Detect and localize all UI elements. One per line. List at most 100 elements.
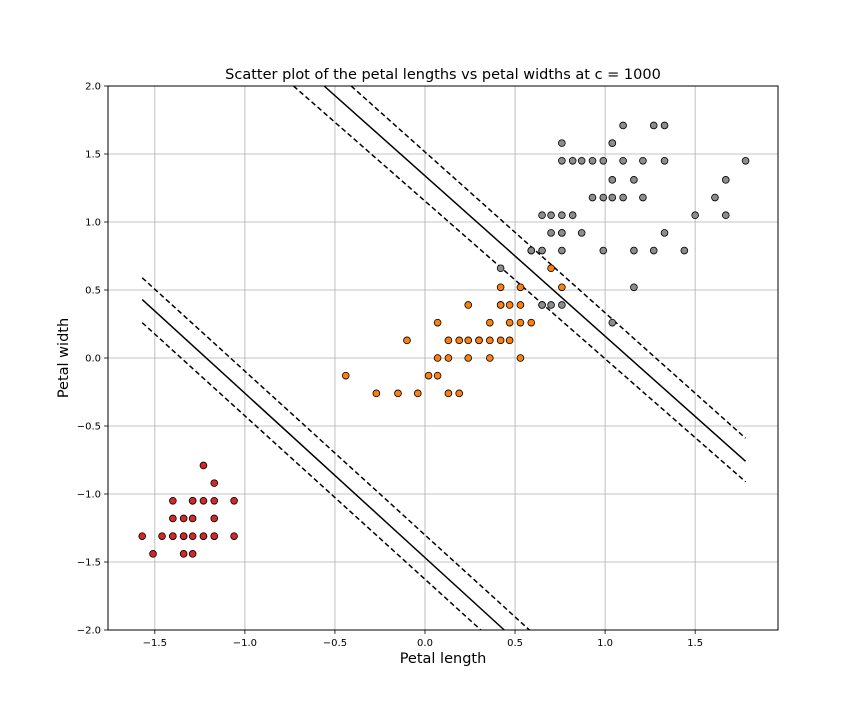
data-point	[188, 496, 197, 505]
data-point	[608, 318, 617, 327]
data-point	[608, 139, 617, 147]
data-point	[413, 389, 422, 398]
data-point	[505, 336, 514, 345]
data-point	[210, 496, 219, 505]
data-point	[568, 211, 577, 220]
y-tick-label: 0.0	[85, 354, 101, 365]
data-point	[496, 264, 505, 273]
data-point	[577, 157, 586, 165]
data-point	[464, 354, 473, 362]
data-point	[619, 157, 627, 165]
data-point	[199, 461, 208, 470]
data-point	[179, 532, 188, 540]
data-point	[169, 496, 177, 505]
data-point	[188, 550, 197, 558]
y-tick-label: −2.0	[77, 626, 101, 637]
data-point	[588, 193, 597, 202]
data-point	[558, 283, 566, 292]
data-point	[558, 211, 566, 220]
data-point	[424, 371, 433, 380]
data-point	[527, 318, 536, 327]
data-point	[630, 246, 638, 255]
axis-ticks: −1.5 −1.0 −0.5 0.0 0.5 1.0 1.5 2.0 1.5 1.0 0.5 0.0 −…	[77, 82, 703, 650]
data-point	[210, 532, 219, 540]
data-point	[599, 193, 608, 202]
data-point	[486, 318, 494, 327]
data-point	[547, 211, 555, 220]
data-point	[558, 246, 566, 255]
y-tick-label: 0.5	[85, 286, 101, 297]
data-point	[711, 193, 719, 202]
data-point	[138, 532, 147, 540]
data-point	[505, 318, 514, 327]
data-point	[394, 389, 402, 398]
margin-line	[141, 277, 530, 631]
data-point	[199, 496, 208, 505]
data-point	[516, 283, 525, 292]
decision-boundary-line	[141, 298, 505, 631]
data-point	[179, 550, 188, 558]
x-tick-label: −1.0	[233, 638, 257, 649]
data-point	[433, 318, 442, 327]
gridlines	[108, 85, 778, 631]
data-point	[516, 354, 525, 362]
data-point	[547, 229, 555, 237]
data-point	[475, 336, 483, 345]
data-point	[639, 193, 647, 202]
margin-line	[141, 322, 482, 631]
x-tick-label: 0.0	[417, 638, 433, 649]
data-point	[230, 496, 238, 505]
data-point	[660, 157, 669, 165]
data-point	[608, 193, 617, 202]
data-point	[639, 157, 647, 165]
data-point	[588, 157, 597, 165]
data-point	[691, 211, 699, 220]
data-point	[486, 354, 494, 362]
data-point	[433, 371, 442, 380]
data-point	[496, 301, 505, 309]
data-point	[464, 336, 473, 345]
data-point	[630, 283, 638, 292]
data-point	[619, 193, 627, 202]
data-points	[138, 121, 750, 558]
data-point	[538, 246, 546, 255]
data-point	[660, 229, 669, 237]
data-point	[660, 121, 669, 130]
margin-line	[350, 85, 747, 439]
data-point	[721, 176, 730, 184]
data-point	[496, 283, 505, 292]
x-tick-label: 1.0	[597, 638, 613, 649]
data-point	[169, 532, 177, 540]
data-point	[444, 336, 453, 345]
data-point	[619, 121, 627, 130]
data-point	[505, 301, 514, 309]
data-point	[649, 246, 658, 255]
data-point	[721, 211, 730, 220]
y-axis-label: Petal width	[56, 318, 72, 398]
x-tick-label: 1.5	[687, 638, 703, 649]
data-point	[444, 389, 453, 398]
data-point	[341, 371, 350, 380]
y-tick-label: 1.5	[85, 150, 101, 161]
decision-lines	[141, 85, 747, 631]
data-point	[680, 246, 689, 255]
data-point	[608, 176, 617, 184]
data-point	[599, 246, 608, 255]
x-axis-label: Petal length	[400, 651, 487, 667]
data-point	[199, 532, 208, 540]
x-tick-label: −0.5	[323, 638, 347, 649]
data-point	[210, 514, 219, 523]
data-point	[486, 336, 494, 345]
data-point	[527, 246, 536, 255]
data-point	[210, 479, 219, 487]
data-point	[568, 157, 577, 165]
data-point	[630, 176, 638, 184]
decision-boundary-line	[323, 85, 747, 462]
data-point	[158, 532, 166, 540]
data-point	[188, 532, 197, 540]
y-tick-label: 2.0	[85, 82, 101, 93]
x-tick-label: −1.5	[143, 638, 167, 649]
data-point	[496, 336, 505, 345]
y-tick-label: −0.5	[77, 422, 101, 433]
